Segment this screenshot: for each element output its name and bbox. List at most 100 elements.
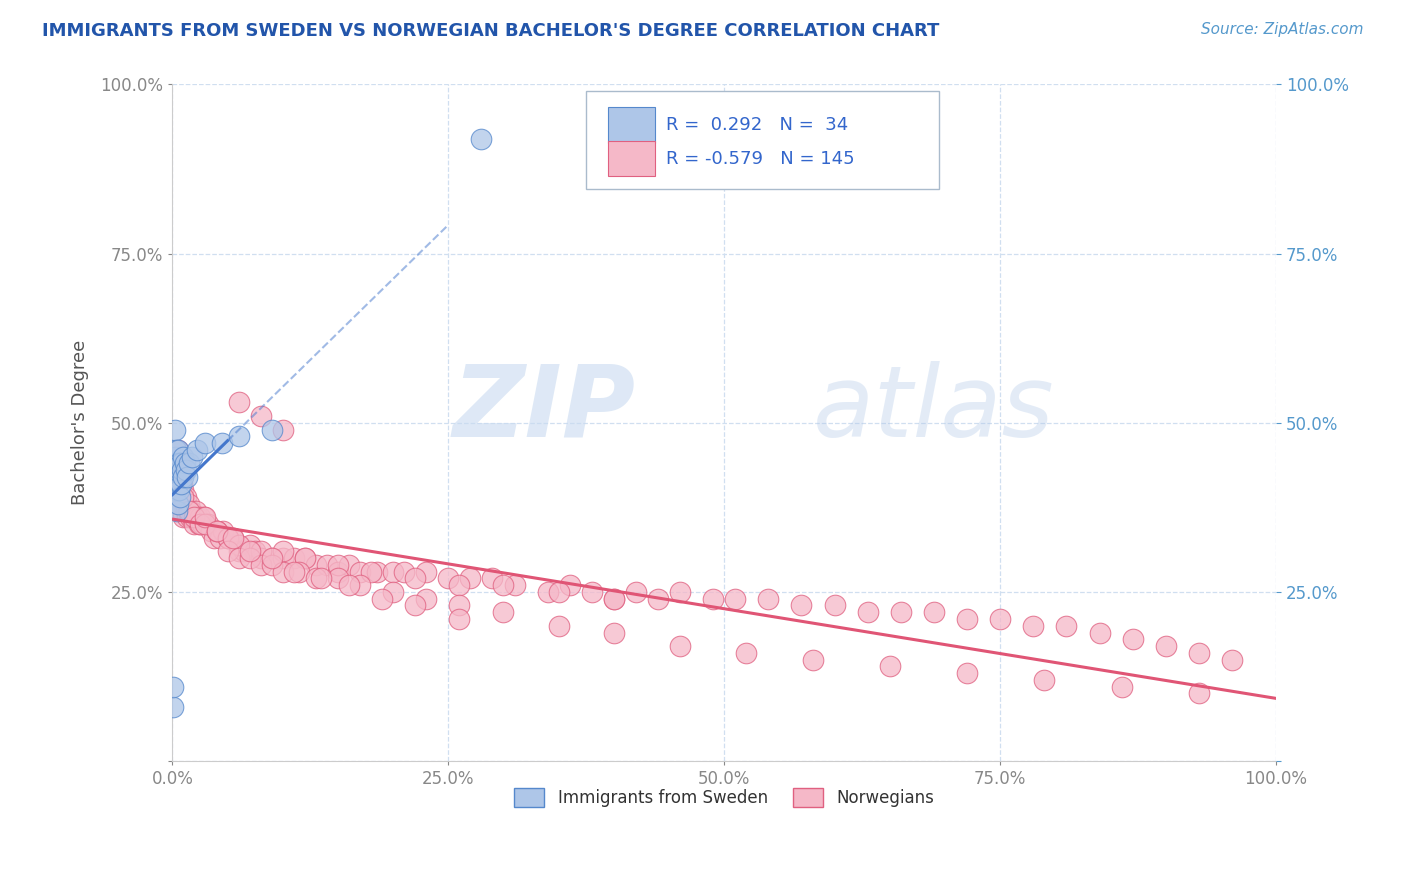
Point — [647, 591, 669, 606]
Point — [415, 565, 437, 579]
Point — [890, 605, 912, 619]
Point — [163, 483, 186, 498]
Point — [1154, 639, 1177, 653]
Point — [288, 565, 311, 579]
Point — [167, 456, 190, 470]
Point — [537, 585, 560, 599]
Point — [217, 531, 239, 545]
Point — [228, 429, 250, 443]
Point — [449, 599, 471, 613]
Point — [174, 504, 197, 518]
FancyBboxPatch shape — [609, 141, 655, 177]
Point — [449, 578, 471, 592]
Point — [172, 510, 194, 524]
Point — [205, 524, 228, 538]
Text: ZIP: ZIP — [453, 360, 636, 458]
Point — [187, 517, 209, 532]
Point — [249, 544, 271, 558]
Point — [724, 591, 747, 606]
Point — [470, 131, 492, 145]
Point — [165, 450, 187, 464]
Point — [162, 680, 184, 694]
Point — [233, 544, 256, 558]
Point — [165, 442, 187, 457]
Point — [163, 456, 186, 470]
Point — [167, 442, 190, 457]
Point — [173, 456, 195, 470]
Point — [260, 423, 283, 437]
Point — [603, 591, 626, 606]
Point — [208, 531, 231, 545]
Point — [922, 605, 945, 619]
Point — [205, 524, 228, 538]
Point — [172, 483, 194, 498]
Point — [167, 483, 190, 498]
Point — [382, 565, 405, 579]
Point — [172, 476, 194, 491]
Point — [558, 578, 581, 592]
FancyBboxPatch shape — [609, 107, 655, 143]
Point — [547, 585, 569, 599]
Point — [167, 470, 190, 484]
Point — [166, 476, 188, 491]
Point — [758, 591, 780, 606]
Point — [212, 524, 235, 538]
Point — [186, 442, 208, 457]
Point — [404, 599, 426, 613]
Point — [184, 504, 207, 518]
Text: Source: ZipAtlas.com: Source: ZipAtlas.com — [1201, 22, 1364, 37]
Point — [492, 605, 515, 619]
Point — [166, 504, 188, 518]
Point — [177, 504, 200, 518]
Point — [172, 463, 194, 477]
Point — [163, 470, 186, 484]
Point — [801, 652, 824, 666]
Point — [170, 497, 193, 511]
Point — [624, 585, 647, 599]
Y-axis label: Bachelor's Degree: Bachelor's Degree — [72, 340, 89, 506]
Point — [169, 490, 191, 504]
Point — [316, 558, 339, 572]
Point — [162, 700, 184, 714]
Point — [170, 456, 193, 470]
Point — [239, 551, 262, 566]
Point — [492, 578, 515, 592]
Point — [481, 571, 503, 585]
Point — [174, 463, 197, 477]
Point — [183, 510, 205, 524]
Point — [202, 531, 225, 545]
Point — [271, 565, 294, 579]
Point — [249, 409, 271, 423]
Point — [326, 571, 349, 585]
Point — [188, 510, 211, 524]
Point — [172, 490, 194, 504]
Point — [824, 599, 846, 613]
Point — [170, 476, 193, 491]
Point — [581, 585, 603, 599]
Point — [271, 544, 294, 558]
Point — [177, 504, 200, 518]
Point — [249, 551, 271, 566]
Point — [170, 470, 193, 484]
Point — [172, 470, 194, 484]
Point — [669, 639, 692, 653]
Point — [188, 517, 211, 532]
Point — [217, 544, 239, 558]
Point — [176, 470, 198, 484]
Point — [956, 612, 979, 626]
Point — [243, 544, 266, 558]
Point — [197, 517, 219, 532]
Point — [169, 463, 191, 477]
Point — [205, 524, 228, 538]
Point — [165, 463, 187, 477]
Point — [371, 591, 394, 606]
Point — [669, 585, 692, 599]
Point — [180, 504, 202, 518]
Point — [366, 565, 388, 579]
Point — [1033, 673, 1056, 687]
Point — [1088, 625, 1111, 640]
Point — [1111, 680, 1133, 694]
Point — [222, 531, 245, 545]
Point — [222, 531, 245, 545]
Point — [856, 605, 879, 619]
